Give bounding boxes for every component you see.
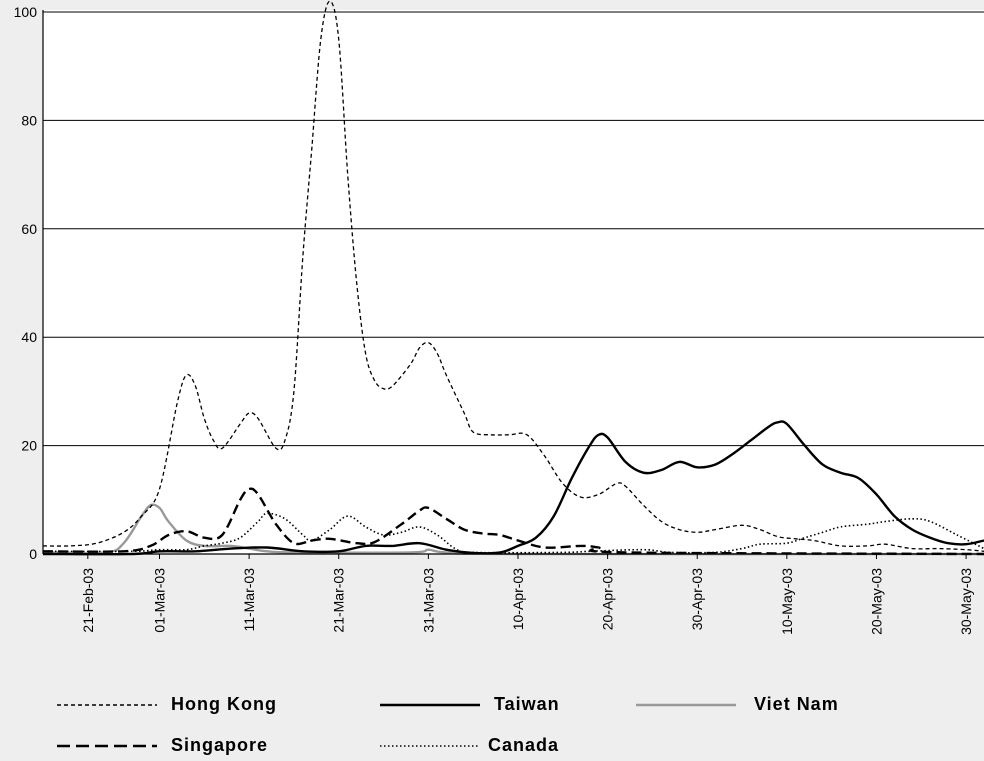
x-tick-label: 20-Apr-03	[600, 568, 616, 630]
series-line-canada	[42, 512, 984, 554]
x-tick-label: 20-May-03	[868, 568, 884, 635]
y-tick-label: 20	[21, 438, 37, 454]
y-tick-label: 0	[29, 546, 37, 562]
x-tick-label: 21-Mar-03	[331, 568, 347, 633]
series-line-taiwan	[42, 420, 984, 556]
y-axis-ticks: 0 20 40 60 80 100	[14, 4, 38, 562]
y-tick-label: 60	[21, 221, 37, 237]
plot-area	[43, 10, 984, 554]
series-line-hong-kong	[42, 0, 984, 552]
x-tick-label: 10-Apr-03	[510, 568, 526, 630]
gridlines	[43, 10, 984, 554]
x-tick-label: 11-Mar-03	[241, 568, 257, 632]
series-line-singapore	[42, 487, 984, 556]
axes	[42, 10, 984, 559]
series-lines	[42, 0, 984, 556]
x-tick-label: 30-Apr-03	[689, 568, 705, 630]
x-tick-label: 30-May-03	[958, 568, 974, 635]
x-tick-label: 10-May-03	[779, 568, 795, 635]
x-axis-ticks: 21-Feb-03 01-Mar-03 11-Mar-03 21-Mar-03 31-M…	[80, 568, 974, 635]
y-tick-label: 40	[21, 329, 37, 345]
y-tick-label: 80	[21, 112, 37, 128]
x-tick-label: 21-Feb-03	[80, 568, 96, 633]
y-tick-label: 100	[14, 4, 38, 20]
x-tick-label: 01-Mar-03	[152, 568, 168, 633]
x-tick-label: 31-Mar-03	[420, 568, 436, 633]
